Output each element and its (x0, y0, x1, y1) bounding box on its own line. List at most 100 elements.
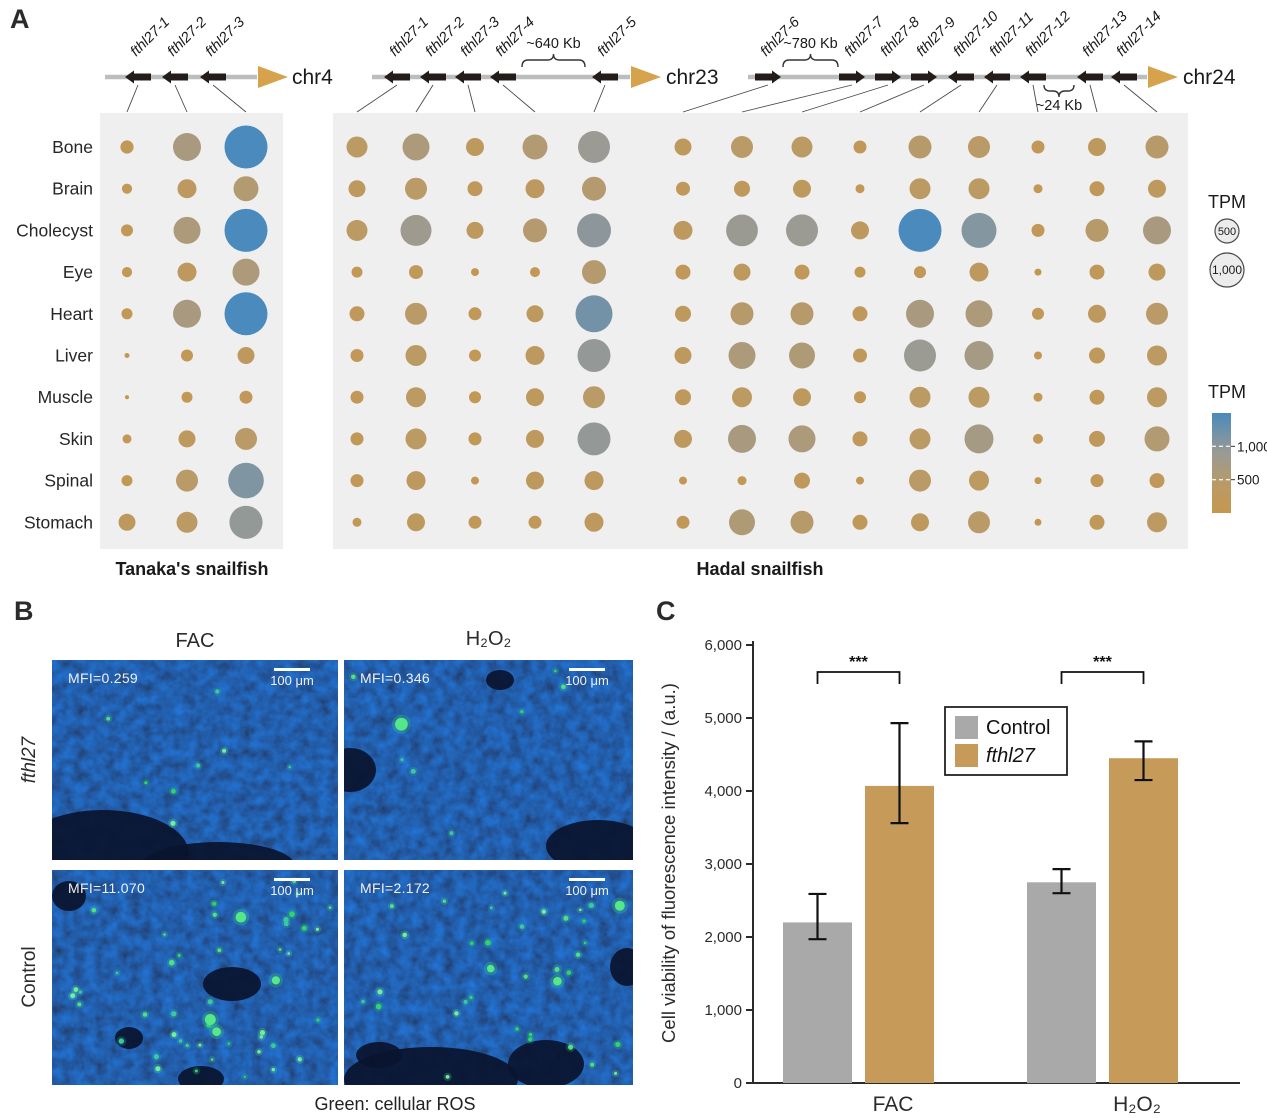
bubble (124, 395, 130, 400)
bubble (852, 514, 868, 530)
bubble (793, 179, 811, 198)
bubble (1033, 184, 1043, 194)
bubble (405, 428, 427, 450)
bubble (1090, 474, 1104, 488)
leader-line (1089, 84, 1098, 113)
bubble (852, 306, 868, 322)
ros-dot (515, 1027, 519, 1031)
ros-dot (553, 669, 557, 673)
scale-bar-label: 100 μm (270, 883, 314, 898)
gene-arrow (1111, 70, 1137, 84)
ros-dot (194, 1069, 198, 1073)
ros-dot (579, 908, 582, 912)
y-tick-label: 5,000 (704, 710, 742, 727)
scale-bar: 100 μm (557, 668, 617, 688)
ros-dot (519, 924, 525, 929)
ros-dot (554, 967, 560, 972)
bubble (578, 131, 610, 163)
bubble (229, 505, 263, 539)
scale-bar: 100 μm (262, 668, 322, 688)
bubble (118, 513, 136, 531)
gene-label: fthl27-1 (128, 14, 174, 60)
color-legend-title: TPM (1208, 382, 1246, 402)
chromosome-name: chr24 (1183, 66, 1236, 89)
leader-line (502, 84, 536, 113)
bubble (1089, 389, 1105, 405)
ros-dot (195, 763, 201, 768)
bubble (224, 292, 268, 336)
ros-dot (561, 684, 566, 690)
leader-line (859, 84, 925, 113)
ros-dot (278, 948, 282, 951)
bubble (178, 430, 196, 448)
leader-line (126, 84, 139, 113)
chromosome-arrow-icon (1148, 66, 1178, 88)
bubble (406, 387, 426, 408)
bubble (468, 432, 482, 446)
ros-dot (503, 891, 507, 895)
chromosome-arrow-icon (631, 66, 661, 88)
leader-line (1032, 84, 1039, 113)
bubble (790, 510, 814, 534)
bubble (1147, 345, 1167, 366)
ros-dot (541, 909, 546, 914)
ros-dot (588, 902, 594, 909)
leader-line (682, 84, 769, 113)
bubble (1089, 264, 1105, 280)
bubble (1144, 426, 1170, 452)
gene-label: fthl27-5 (595, 14, 641, 60)
bubble (177, 179, 197, 199)
ros-dot (259, 1030, 266, 1036)
micrograph-image (52, 870, 338, 1085)
bubble (674, 429, 692, 448)
bubble (582, 260, 606, 285)
bubble (675, 264, 691, 280)
bubble (232, 258, 260, 286)
bubble (350, 474, 364, 488)
bubble (726, 214, 758, 247)
ros-dot (283, 921, 289, 927)
bubble (352, 517, 362, 527)
bubble (1149, 473, 1165, 489)
ros-dot (227, 1042, 231, 1045)
bubble (790, 302, 814, 326)
ros-dot (301, 925, 307, 931)
bubble (228, 462, 264, 499)
bubble (728, 342, 756, 369)
bubble (1034, 477, 1042, 485)
ros-dot (215, 689, 220, 694)
ros-dot (217, 948, 222, 953)
bubble (181, 391, 193, 403)
ros-dot (582, 919, 586, 923)
leader-line (212, 84, 247, 113)
bubble (1032, 307, 1044, 320)
ros-dot (361, 999, 365, 1004)
gene-label: fthl27-8 (878, 14, 924, 60)
ros-dot (171, 1032, 177, 1038)
bubble (400, 214, 432, 246)
ros-dot-large (395, 717, 408, 731)
bubble (1089, 181, 1105, 197)
micrograph-image (344, 660, 633, 860)
bubble (854, 391, 866, 404)
ros-dot (118, 1038, 125, 1044)
bubble (1147, 512, 1167, 533)
tissue-label: Liver (55, 346, 93, 366)
bubble (728, 424, 756, 453)
ros-dot (489, 906, 493, 910)
bar-control-0 (783, 922, 852, 1083)
bubble (906, 299, 934, 328)
bubble (124, 353, 130, 358)
ros-dot (523, 974, 528, 979)
gene-arrow (384, 70, 410, 84)
bubble (1148, 263, 1166, 281)
dark-region (52, 881, 86, 911)
y-tick-label: 6,000 (704, 637, 742, 654)
color-legend-bar (1212, 413, 1231, 513)
bubble (854, 266, 866, 278)
bubble (968, 386, 990, 408)
panel-c-chart: 0 1,000 2,000 3,000 4,000 5,000 6,000 Cell viab… (658, 637, 1240, 1116)
bubble (350, 349, 364, 362)
mfi-value: MFI=0.346 (360, 670, 431, 686)
ros-dot (106, 716, 111, 721)
